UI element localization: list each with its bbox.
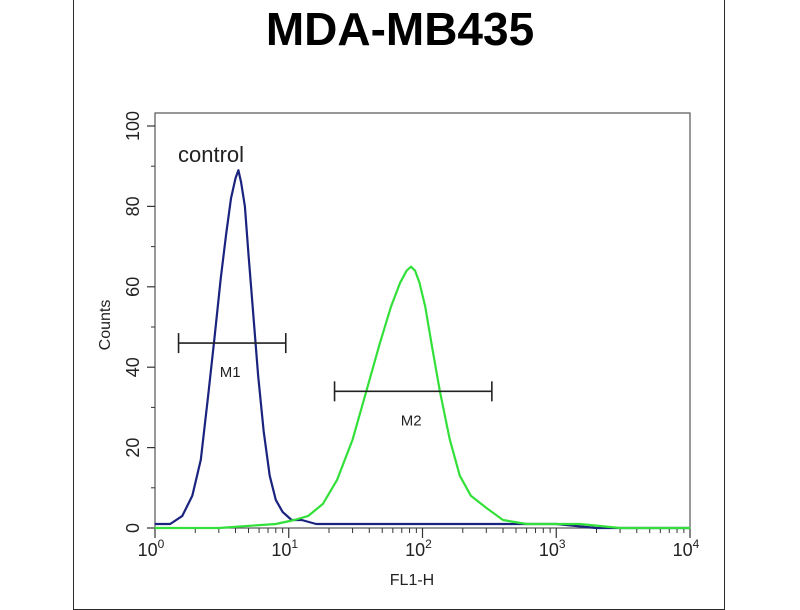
control-data-point [244,205,246,207]
control-data-point [301,519,303,521]
plot-area [154,112,691,529]
y-tick-label: 60 [123,277,143,297]
sample-data-point [689,527,691,529]
sample-data-point [502,519,504,521]
sample-data-point [275,523,277,525]
sample-data-point [449,438,451,441]
sample-data-point [525,523,528,525]
sample-data-point [351,438,354,441]
control-histogram-line [155,169,690,530]
axis-ticks [147,125,691,538]
control-data-point [237,169,239,171]
gate-label: M1 [220,364,241,381]
control-data-point [225,233,227,236]
control-data-point [234,177,237,179]
sample-data-point [485,507,487,509]
control-data-point [595,527,598,529]
sample-data-point [405,270,408,272]
control-data-point [392,523,394,525]
sample-data-point [414,270,416,272]
y-tick-label: 40 [123,357,143,377]
control-data-point [214,334,216,336]
control-data-point [275,499,277,501]
control-data-point [333,523,336,525]
sample-data-point [322,503,324,505]
control-data-point [315,523,317,525]
sample-data-point [579,523,581,525]
control-data-point [247,254,250,256]
control-data-point [462,523,464,525]
sample-data-point [424,306,426,308]
chart-title: MDA-MB435 [265,3,535,55]
control-data-point [252,310,254,312]
sample-data-point [218,527,220,529]
sample-data-point [336,479,338,481]
control-data-point [269,475,271,477]
control-data-point [515,523,517,525]
y-tick-label: 80 [123,196,143,216]
sample-data-point [470,495,472,497]
sample-data-point [431,346,433,348]
x-tick-label: 100 [138,537,165,560]
label-layer: 100 101 102 103 104 0 20 40 60 80 100 FL1-H Counts co… [97,111,700,589]
control-data-point [263,430,265,433]
x-axis-label: FL1-H [390,572,434,589]
sample-data-point [410,266,412,268]
control-data-point [257,374,259,376]
control-data-point [360,523,363,525]
x-tick-label: 102 [405,537,432,560]
sample-data-point [390,306,392,308]
control-data-point [181,515,183,517]
sample-data-point [293,519,295,521]
sample-histogram-line [155,265,690,530]
x-tick-label: 101 [271,537,298,560]
control-data-point [191,495,193,497]
y-tick-label: 100 [123,111,143,141]
control-data-point [200,459,202,461]
figure-frame [73,0,725,610]
control-data-point [240,181,242,183]
sample-data-point [619,527,621,529]
gate-label: M2 [401,412,422,429]
series-layer [154,169,691,530]
sample-data-point [154,527,156,529]
x-tick-label: 103 [539,537,566,560]
y-tick-label: 0 [123,523,143,533]
sample-data-point [399,282,401,284]
control-data-point [169,523,171,525]
control-data-point [207,394,209,396]
control-data-point [421,523,424,525]
control-data-point [220,278,222,280]
marker-layer: M1 M2 [177,333,493,429]
sample-data-point [549,523,551,525]
sample-data-point [459,475,461,477]
control-data-point [282,511,284,513]
y-axis-label: Counts [97,300,114,351]
sample-data-point [307,515,309,517]
control-annotation: control [178,142,244,167]
y-tick-label: 20 [123,438,143,458]
sample-data-point [379,342,381,344]
control-data-point [154,523,156,525]
sample-data-point [418,282,421,284]
control-data-point [230,197,232,199]
x-tick-label: 104 [673,537,700,560]
